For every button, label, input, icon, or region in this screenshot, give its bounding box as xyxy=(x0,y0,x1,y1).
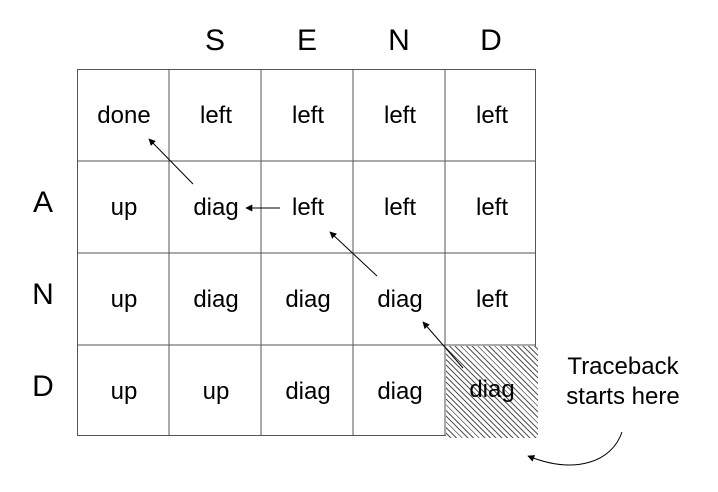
cell-r3-c2: diag xyxy=(285,378,331,405)
traceback-annotation: Traceback starts here xyxy=(538,352,708,412)
cell-r3-c4-traceback-start: diag xyxy=(446,346,538,438)
cell-r1-c4: left xyxy=(475,194,508,221)
cell-r1-c0: up xyxy=(110,194,138,221)
cell-r0-c3: left xyxy=(383,102,416,129)
cell-r0-c1: left xyxy=(199,102,232,129)
annotation-line-2: starts here xyxy=(566,383,680,410)
cell-r1-c2: left xyxy=(291,194,324,221)
cell-r2-c4: left xyxy=(475,286,508,313)
cell-r2-c0: up xyxy=(110,286,138,313)
cell-r2-c1: diag xyxy=(193,286,239,313)
cell-r2-c2: diag xyxy=(285,286,331,313)
row-header-n: N xyxy=(32,278,54,311)
column-header-d: D xyxy=(480,24,502,57)
cell-r0-c0: done xyxy=(97,102,151,129)
row-header-d: D xyxy=(32,370,54,403)
row-header-a: A xyxy=(32,186,53,219)
column-header-n: N xyxy=(388,24,410,57)
column-header-e: E xyxy=(296,24,317,57)
cell-r1-c3: left xyxy=(383,194,416,221)
cell-r3-c1: up xyxy=(202,378,230,405)
cell-r1-c1: diag xyxy=(193,194,239,221)
traceback-start-pointer xyxy=(527,431,623,466)
cell-r0-c4: left xyxy=(475,102,508,129)
traceback-grid: done left left left left up diag left le… xyxy=(77,69,538,438)
cell-r0-c2: left xyxy=(291,102,324,129)
cell-r2-c3: diag xyxy=(377,286,423,313)
cell-r3-c3: diag xyxy=(377,378,423,405)
column-header-s: S xyxy=(204,24,225,57)
annotation-line-1: Traceback xyxy=(567,353,679,380)
cell-r3-c0: up xyxy=(110,378,138,405)
